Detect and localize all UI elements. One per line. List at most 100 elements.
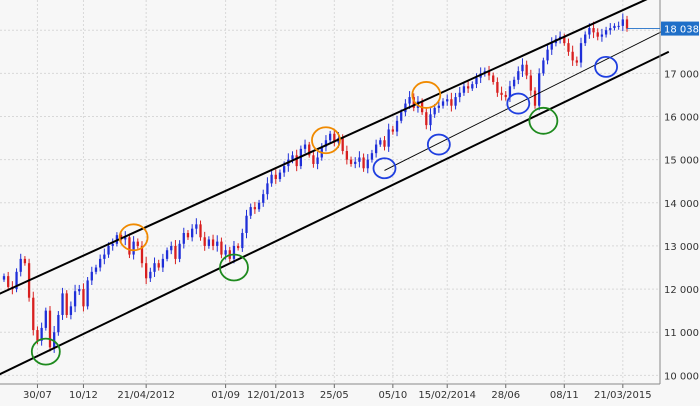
candle-body xyxy=(211,239,215,246)
candle-body xyxy=(617,25,620,27)
candle-body xyxy=(145,263,148,279)
x-tick-label: 08/11 xyxy=(550,390,579,401)
x-tick-label: 21/04/2012 xyxy=(117,390,175,401)
candle-body xyxy=(345,151,349,160)
candle-body xyxy=(295,155,298,167)
y-tick-label: 13 000 xyxy=(664,242,699,253)
candle-body xyxy=(57,314,60,333)
candle-body xyxy=(584,34,587,44)
candle-body xyxy=(136,241,139,246)
candle-body xyxy=(216,241,219,246)
candle-body xyxy=(613,25,616,29)
candle-body xyxy=(437,105,440,108)
candle-body xyxy=(391,129,395,132)
candle-body xyxy=(291,155,294,160)
y-tick-label: 16 000 xyxy=(664,112,699,123)
candle-body xyxy=(462,86,466,93)
y-tick-label: 12 000 xyxy=(664,285,699,296)
candle-body xyxy=(366,159,369,169)
candle-body xyxy=(358,157,361,162)
candle-body xyxy=(604,30,608,35)
x-tick-label: 15/02/2014 xyxy=(418,390,476,401)
candle-body xyxy=(153,263,156,272)
candle-body xyxy=(471,84,474,89)
candle-body xyxy=(408,97,411,104)
candle-body xyxy=(533,90,537,106)
y-tick-label: 14 000 xyxy=(664,199,699,210)
channel-lines xyxy=(0,0,670,376)
candle-body xyxy=(32,297,35,331)
orange-circle xyxy=(311,126,341,155)
candle-body xyxy=(379,140,382,145)
candle-body xyxy=(82,289,85,307)
plot-background xyxy=(0,0,660,384)
candle-body xyxy=(425,112,428,126)
candle-body xyxy=(341,138,344,152)
x-tick-label: 10/12 xyxy=(69,390,98,401)
candle-body xyxy=(157,263,160,268)
candle-body xyxy=(94,267,98,272)
candle-body xyxy=(170,245,173,251)
y-tick-label: 15 000 xyxy=(664,156,699,167)
candle-body xyxy=(308,144,311,156)
candle-body xyxy=(349,159,353,164)
candle-body xyxy=(621,19,624,26)
candle-body xyxy=(61,293,64,315)
orange-circle xyxy=(118,223,149,252)
candle-body xyxy=(446,99,449,102)
x-tick-label: 30/07 xyxy=(23,390,52,401)
candle-body xyxy=(2,276,6,280)
candle-body xyxy=(220,241,223,255)
candle-body xyxy=(542,60,545,74)
candle-body xyxy=(195,224,198,229)
candle-body xyxy=(182,232,185,244)
candle-body xyxy=(504,94,507,98)
candle-body xyxy=(400,112,403,121)
candle-body xyxy=(579,43,583,63)
candle-body xyxy=(441,101,445,106)
upper-channel xyxy=(0,0,648,295)
x-tick-label: 05/10 xyxy=(378,390,407,401)
candle-body xyxy=(73,291,77,307)
candle-body xyxy=(128,237,131,255)
candle-body xyxy=(99,258,102,268)
candle-body xyxy=(161,258,165,268)
annotation-circles xyxy=(30,55,618,366)
orange-circle xyxy=(411,81,442,109)
candle-body xyxy=(521,64,524,72)
x-tick-label: 25/05 xyxy=(320,390,349,401)
candle-body xyxy=(107,245,110,255)
candle-body xyxy=(132,241,135,255)
candle-body xyxy=(529,75,532,91)
candle-body xyxy=(257,202,261,210)
candle-body xyxy=(588,28,591,35)
candle-body xyxy=(178,243,181,259)
candle-body xyxy=(140,245,144,264)
candle-body xyxy=(592,28,595,33)
candle-body xyxy=(7,276,10,287)
candle-body xyxy=(525,64,528,76)
candle-body xyxy=(149,271,152,279)
candle-body xyxy=(496,81,499,93)
candle-body xyxy=(546,49,549,61)
candle-body xyxy=(69,306,73,315)
candle-body xyxy=(232,245,236,259)
candle-body xyxy=(316,157,319,164)
candle-body xyxy=(492,75,495,82)
candle-body xyxy=(245,215,248,233)
candle-body xyxy=(512,79,516,87)
candle-body xyxy=(90,271,93,281)
candle-body xyxy=(466,86,470,89)
candle-body xyxy=(625,19,629,29)
lower-channel xyxy=(0,50,670,376)
candle-body xyxy=(450,99,453,106)
y-tick-label: 11 000 xyxy=(664,328,699,339)
candle-body xyxy=(324,140,328,147)
candle-body xyxy=(224,250,227,255)
candle-body xyxy=(86,280,89,307)
blue-circle xyxy=(506,92,531,115)
candle-body xyxy=(103,254,106,259)
candle-body xyxy=(517,71,520,80)
candle-body xyxy=(174,245,177,259)
